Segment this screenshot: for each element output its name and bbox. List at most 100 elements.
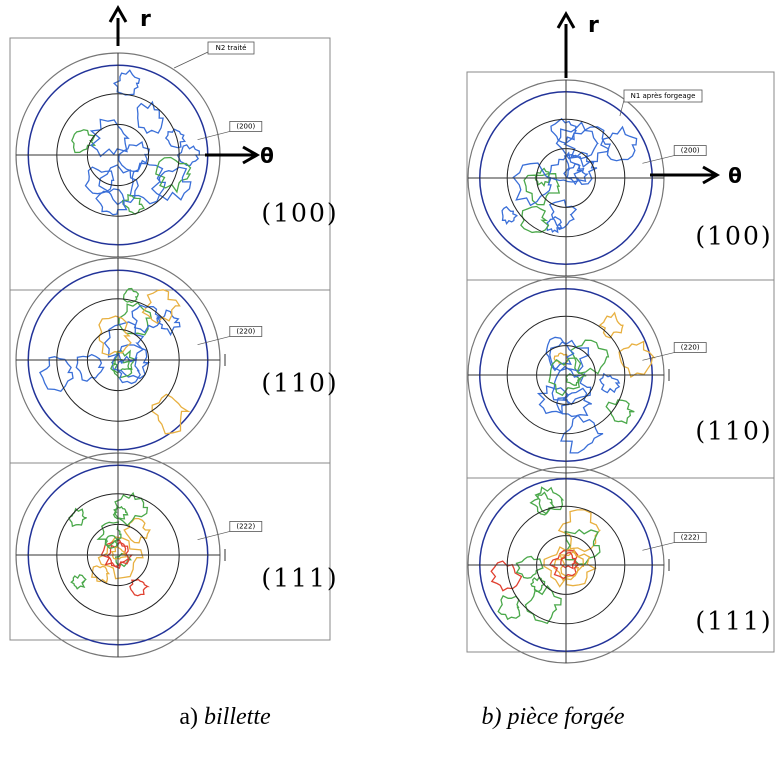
plane-label: (100)	[695, 222, 772, 251]
contour	[548, 550, 580, 580]
contour	[563, 151, 598, 185]
contour	[547, 151, 583, 183]
plane-label: (100)	[261, 199, 338, 228]
contour	[501, 205, 518, 226]
leader	[197, 336, 230, 346]
contour	[129, 578, 150, 597]
leader	[197, 531, 230, 541]
contour	[548, 199, 578, 231]
caption: a) billette	[179, 704, 271, 730]
contour	[490, 560, 523, 592]
contour	[164, 128, 186, 149]
contour	[104, 534, 118, 549]
contour	[563, 126, 612, 168]
reflection-label: (220)	[236, 327, 255, 335]
contour	[131, 304, 163, 334]
contour	[113, 491, 149, 527]
caption-prefix: b)	[481, 704, 501, 730]
contour	[530, 576, 546, 592]
reflection-box	[673, 342, 707, 353]
r-label: r	[588, 13, 599, 38]
theta-label: θ	[260, 144, 274, 168]
row-frame	[9, 37, 331, 291]
contour	[520, 205, 550, 234]
contour	[39, 356, 74, 393]
contour	[150, 166, 192, 202]
contour	[555, 121, 599, 160]
arrow-head	[556, 10, 576, 29]
contour	[556, 387, 592, 418]
contour	[560, 551, 577, 570]
contour	[605, 399, 635, 425]
contour	[75, 353, 105, 382]
contour	[71, 129, 97, 154]
contour	[524, 585, 562, 625]
reflection-box	[229, 121, 263, 132]
row-frame	[466, 279, 775, 479]
plane-label: (110)	[261, 369, 338, 398]
contour	[560, 414, 604, 454]
contour	[98, 164, 139, 206]
leader	[642, 155, 675, 164]
contour	[68, 507, 87, 528]
leader	[197, 131, 230, 141]
contour	[100, 539, 134, 569]
reflection-label: (200)	[236, 122, 255, 130]
contour	[550, 117, 578, 145]
contour	[534, 167, 550, 188]
contour	[110, 358, 133, 379]
arrow-head	[108, 4, 128, 23]
contour	[534, 486, 565, 515]
contour	[98, 315, 132, 356]
contour	[116, 355, 141, 385]
caption-text: pièce forgée	[505, 704, 624, 730]
leader	[619, 99, 625, 117]
reflection-box	[673, 532, 707, 543]
reflection-label: (222)	[681, 534, 700, 542]
leader	[173, 51, 209, 69]
contour	[543, 546, 585, 588]
contour	[600, 125, 638, 162]
sample-box	[207, 41, 255, 55]
caption: b) pièce forgée	[481, 704, 624, 730]
contour	[151, 393, 191, 435]
contour	[156, 309, 181, 337]
reflection-label: (200)	[681, 147, 700, 155]
contour	[118, 141, 151, 173]
row-frame	[466, 477, 775, 653]
reflection-label: (220)	[681, 344, 700, 352]
contour	[512, 162, 552, 207]
contour	[110, 546, 127, 560]
plane-label: (111)	[261, 564, 338, 593]
reflection-box	[229, 326, 263, 337]
contour	[618, 340, 656, 379]
contour	[598, 311, 624, 339]
contour	[548, 357, 587, 397]
arrow-head	[242, 145, 261, 165]
reflection-box	[673, 145, 707, 156]
contour	[136, 100, 164, 135]
plane-label: (111)	[695, 607, 772, 636]
contour	[70, 574, 87, 590]
contour	[515, 555, 544, 579]
plane-label: (110)	[695, 417, 772, 446]
arrow-head	[702, 165, 721, 185]
contour	[599, 372, 621, 394]
contour	[106, 541, 130, 567]
sample-label: N2 traité	[216, 44, 247, 52]
contour	[95, 188, 128, 216]
contour	[546, 215, 563, 234]
row-frame	[9, 462, 331, 641]
contour	[141, 289, 181, 325]
contour	[566, 163, 589, 186]
contour	[155, 156, 192, 194]
sample-box	[623, 89, 703, 103]
theta-label: θ	[728, 164, 742, 188]
contour	[497, 595, 521, 621]
contour	[112, 69, 141, 96]
caption-text: billette	[204, 704, 271, 730]
contour	[129, 159, 167, 205]
leader	[642, 352, 675, 361]
reflection-box	[229, 521, 263, 532]
